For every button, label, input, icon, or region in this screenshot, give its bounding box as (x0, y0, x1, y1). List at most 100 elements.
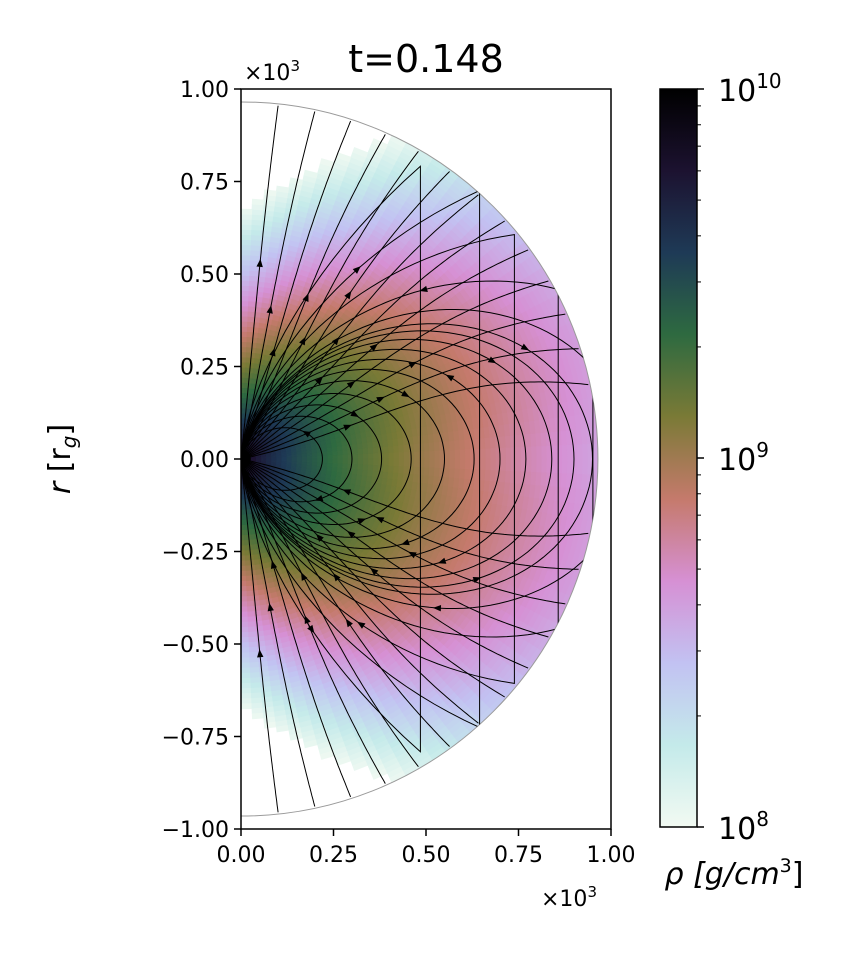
density-cell (444, 458, 451, 469)
colorbar-tick-label: 109 (718, 438, 769, 478)
density-cell (244, 361, 250, 368)
density-cell (398, 458, 405, 467)
x-tick-label: 0.25 (309, 843, 358, 868)
density-cell (372, 464, 379, 472)
density-cell (246, 321, 254, 328)
density-cell (250, 677, 261, 684)
density-cell (531, 458, 538, 473)
density-cell (327, 458, 334, 464)
density-cell (241, 667, 251, 674)
y-tick-label: −1.00 (162, 818, 229, 843)
density-cell (357, 448, 364, 455)
density-cell (248, 641, 258, 648)
density-cell (247, 295, 256, 302)
density-cell (243, 382, 248, 389)
density-cell (403, 451, 410, 460)
density-cell (433, 467, 441, 477)
density-cell (245, 336, 252, 343)
density-cell (480, 458, 487, 470)
density-cell (241, 631, 250, 638)
density-cell (500, 447, 507, 460)
density-cell (459, 439, 466, 450)
density-cell (248, 280, 257, 287)
density-cell (241, 326, 248, 332)
density-cell (505, 458, 512, 472)
density-cell (336, 467, 343, 473)
density-cell (443, 467, 451, 478)
density-cell (246, 326, 253, 333)
density-cell (577, 458, 584, 475)
density-cell (454, 458, 461, 469)
density-cell (241, 234, 252, 241)
density-cell (362, 458, 369, 465)
density-cell (312, 458, 318, 463)
density-cell (566, 444, 573, 460)
density-cell (582, 458, 589, 475)
density-cell (312, 455, 318, 460)
density-cell (428, 441, 435, 452)
density-cell (362, 447, 369, 454)
density-cell (321, 462, 328, 467)
density-cell (515, 458, 522, 472)
density-cell (241, 239, 251, 246)
density-cell (245, 570, 252, 577)
density-cell (246, 600, 255, 608)
density-cell (241, 682, 252, 689)
density-cell (249, 651, 259, 659)
density-cell (248, 270, 258, 277)
density-cell (250, 234, 261, 241)
density-cell (490, 458, 497, 471)
density-cell (246, 580, 253, 587)
y-tick-label: −0.25 (162, 541, 229, 566)
density-cell (490, 447, 497, 460)
density-cell (247, 606, 255, 613)
density-cell (393, 465, 400, 474)
density-cell (248, 631, 257, 638)
density-cell (485, 447, 492, 460)
density-cell (281, 458, 288, 462)
density-cell (241, 591, 248, 598)
density-cell (247, 616, 256, 623)
density-cell (367, 469, 374, 477)
density-cell (388, 465, 395, 473)
density-cell (424, 450, 431, 460)
density-cell (582, 443, 589, 460)
density-cell (241, 224, 252, 230)
density-cell (241, 662, 251, 669)
density-cell (241, 300, 249, 307)
chart-title: t=0.148 (348, 37, 504, 81)
density-cell (241, 341, 247, 348)
density-cell (541, 445, 548, 460)
density-cell (250, 672, 261, 679)
density-cell (541, 458, 548, 473)
density-cell (251, 198, 264, 206)
density-cell (241, 647, 250, 654)
density-cell (249, 656, 260, 664)
density-cell (241, 295, 249, 302)
density-cell (247, 305, 255, 312)
x-tick-label: 0.75 (494, 843, 543, 868)
x-tick-label: 0.50 (402, 843, 451, 868)
density-cell (241, 703, 253, 710)
density-cell (362, 469, 369, 476)
density-cell (241, 280, 250, 287)
density-cell (291, 458, 298, 462)
density-cell (241, 672, 251, 679)
density-cell (327, 462, 334, 468)
density-cell (464, 468, 471, 480)
density-cell (352, 453, 359, 460)
density-cell (241, 698, 252, 705)
density-cell (403, 458, 410, 467)
density-cell (566, 458, 573, 474)
density-cell (500, 458, 507, 471)
density-cell (263, 721, 277, 729)
density-cell (480, 448, 487, 460)
density-cell (372, 446, 379, 454)
density-cell (247, 621, 256, 628)
x-tick-label: 0.00 (217, 843, 266, 868)
density-cell (357, 458, 364, 465)
colorbar-label: ρ [g/cm3] (665, 855, 804, 892)
density-cell (393, 458, 400, 467)
